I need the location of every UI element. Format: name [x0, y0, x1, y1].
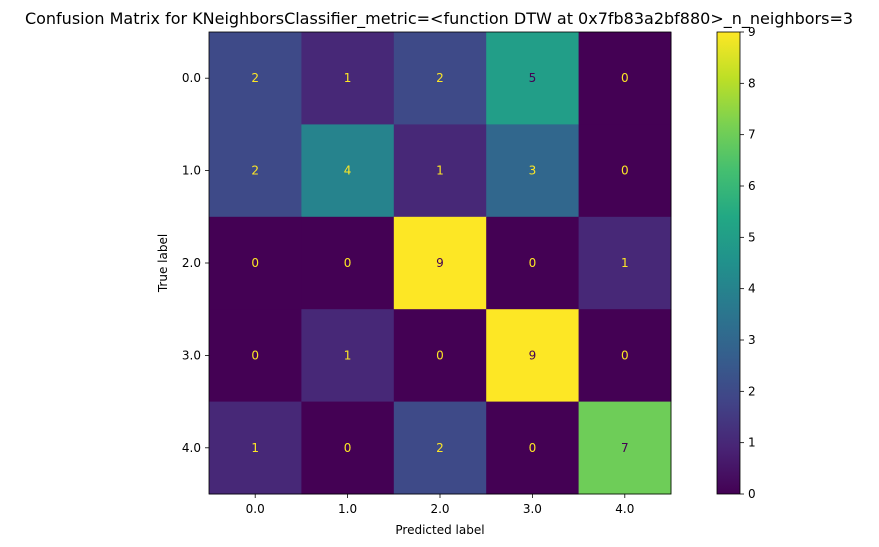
heatmap-cell	[301, 401, 395, 495]
heatmap-cell	[486, 216, 580, 310]
heatmap-cell	[578, 124, 672, 218]
cell-value: 0	[529, 256, 537, 270]
cell-value: 2	[251, 164, 259, 178]
cell-value: 0	[529, 441, 537, 455]
heatmap-cell	[209, 401, 302, 495]
y-tick-label: 4.0	[182, 441, 201, 455]
cell-value: 1	[436, 164, 444, 178]
heatmap-cell	[209, 309, 302, 403]
heatmap-cell	[393, 309, 487, 403]
cell-value: 4	[344, 164, 352, 178]
heatmap-cell	[486, 32, 580, 125]
colorbar-tick-label: 0	[748, 487, 756, 501]
cell-value: 3	[529, 164, 537, 178]
heatmap-cell	[209, 124, 302, 218]
x-axis-label: Predicted label	[395, 523, 484, 537]
chart-title: Confusion Matrix for KNeighborsClassifie…	[25, 9, 853, 29]
cell-value: 9	[436, 256, 444, 270]
y-tick-label: 2.0	[182, 256, 201, 270]
cell-value: 9	[529, 348, 537, 362]
heatmap-cell	[393, 124, 487, 218]
cell-value: 1	[344, 348, 352, 362]
heatmap-cell	[301, 309, 395, 403]
heatmap-cell	[301, 216, 395, 310]
cell-value: 0	[344, 441, 352, 455]
heatmap-cell	[393, 401, 487, 495]
heatmap-cell	[301, 124, 395, 218]
colorbar-tick-label: 4	[748, 282, 756, 296]
x-axis-ticks: 0.0 1.0 2.0 3.0 4.0	[246, 494, 634, 516]
x-tick-label: 0.0	[246, 502, 265, 516]
cell-value: 0	[436, 348, 444, 362]
colorbar-ticks: 0 1 2 3 4 5 6 7 8 9	[740, 25, 756, 501]
y-axis-label: True label	[156, 234, 170, 293]
heatmap-cell	[209, 216, 302, 310]
colorbar-tick-label: 1	[748, 436, 756, 450]
heatmap-cell	[393, 32, 487, 125]
cell-value: 0	[621, 164, 629, 178]
colorbar-tick-label: 2	[748, 384, 756, 398]
heatmap-cell	[393, 216, 487, 310]
heatmap-cell	[486, 401, 580, 495]
x-tick-label: 1.0	[338, 502, 357, 516]
colorbar-tick-label: 8	[748, 76, 756, 90]
heatmap-cell	[209, 32, 302, 125]
heatmap-cell	[486, 124, 580, 218]
cell-value: 7	[621, 441, 629, 455]
y-tick-label: 1.0	[182, 164, 201, 178]
matrix-cells	[209, 32, 672, 495]
cell-value: 0	[251, 348, 259, 362]
matrix-cell-labels: 2 1 2 5 0 2 4 1 3 0 0 0 9 0 1 0 1 0 9 0 1 0 2 0 7	[251, 71, 628, 455]
cell-value: 2	[436, 441, 444, 455]
cell-value: 1	[344, 71, 352, 85]
y-tick-label: 0.0	[182, 71, 201, 85]
colorbar-tick-label: 7	[748, 128, 756, 142]
y-tick-label: 3.0	[182, 348, 201, 362]
colorbar-tick-label: 3	[748, 333, 756, 347]
colorbar-tick-label: 5	[748, 230, 756, 244]
colorbar-tick-label: 9	[748, 25, 756, 39]
heatmap-cell	[301, 32, 395, 125]
heatmap-cell	[578, 32, 672, 125]
x-tick-label: 4.0	[615, 502, 634, 516]
cell-value: 0	[621, 348, 629, 362]
cell-value: 1	[621, 256, 629, 270]
y-axis-ticks: 0.0 1.0 2.0 3.0 4.0	[182, 71, 209, 455]
heatmap-cell	[578, 216, 672, 310]
x-tick-label: 3.0	[523, 502, 542, 516]
cell-value: 0	[621, 71, 629, 85]
colorbar	[716, 31, 741, 495]
heatmap-cell	[486, 309, 580, 403]
cell-value: 5	[529, 71, 537, 85]
heatmap-cell	[578, 401, 672, 495]
cell-value: 0	[251, 256, 259, 270]
cell-value: 0	[344, 256, 352, 270]
cell-value: 2	[251, 71, 259, 85]
cell-value: 2	[436, 71, 444, 85]
heatmap-cell	[578, 309, 672, 403]
x-tick-label: 2.0	[430, 502, 449, 516]
cell-value: 1	[251, 441, 259, 455]
colorbar-tick-label: 6	[748, 179, 756, 193]
